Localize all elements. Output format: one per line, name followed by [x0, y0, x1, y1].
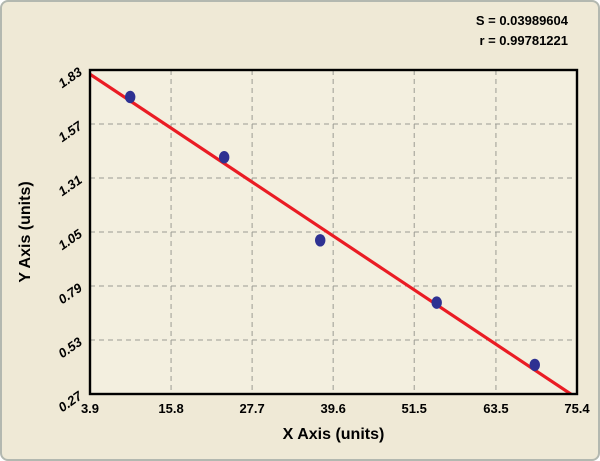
x-tick-label: 63.5 — [483, 401, 508, 416]
data-point — [315, 234, 326, 247]
y-tick-label: 1.83 — [55, 64, 85, 91]
stat-r-value: r = 0.99781221 — [479, 32, 568, 48]
stats-block: S = 0.03989604 r = 0.99781221 — [476, 11, 568, 50]
y-tick-label: 0.53 — [55, 334, 85, 361]
regression-line — [90, 72, 574, 394]
data-point — [529, 358, 540, 372]
x-tick-label: 75.4 — [564, 401, 590, 416]
x-tick-label: 3.9 — [81, 401, 99, 416]
y-tick-label: 1.57 — [55, 118, 85, 145]
stat-s-value: S = 0.03989604 — [475, 13, 568, 28]
y-tick-label: 1.31 — [55, 172, 84, 199]
plot-border — [88, 68, 579, 396]
data-point — [124, 90, 136, 104]
x-axis-title: X Axis (units) — [282, 426, 385, 443]
y-tick-label: 0.79 — [55, 280, 85, 307]
x-tick-label: 27.7 — [239, 401, 264, 416]
x-tick-label: 15.8 — [158, 401, 183, 416]
data-point — [431, 296, 442, 309]
y-axis-title: Y Axis (units) — [17, 181, 34, 283]
data-point — [218, 151, 230, 164]
x-tick-label: 39.6 — [321, 401, 346, 416]
y-tick-label: 1.05 — [55, 226, 85, 253]
regression-line-group — [90, 72, 574, 394]
x-tick-label: 51.5 — [402, 401, 427, 416]
